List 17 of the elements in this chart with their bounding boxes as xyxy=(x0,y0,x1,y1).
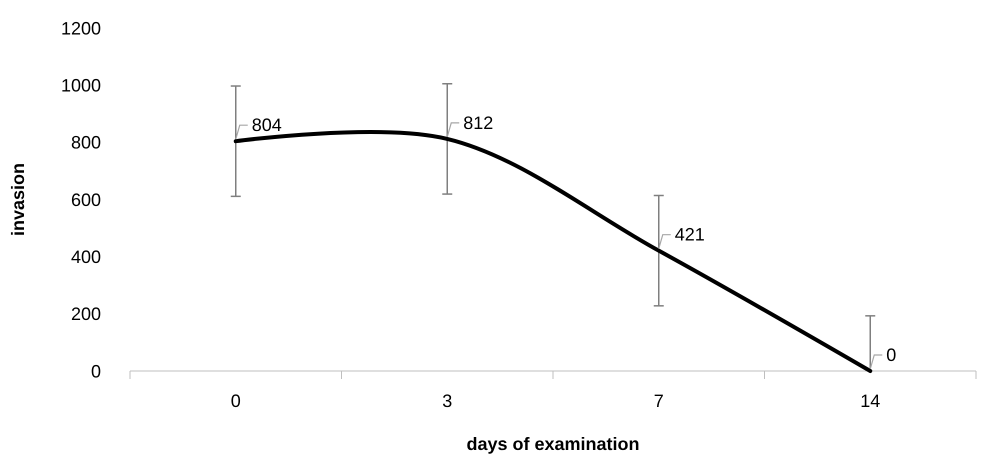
y-tick-label: 1200 xyxy=(60,18,101,38)
y-axis-title: invasion xyxy=(8,162,28,236)
x-tick-label: 7 xyxy=(654,391,664,411)
data-label: 0 xyxy=(886,345,896,365)
data-label: 421 xyxy=(674,224,705,245)
x-tick-label: 3 xyxy=(442,391,452,411)
y-tick-label: 600 xyxy=(70,190,101,210)
y-tick-label: 200 xyxy=(70,304,101,324)
y-tick-label: 800 xyxy=(70,132,101,153)
y-tick-label: 0 xyxy=(90,361,101,382)
data-label: 804 xyxy=(252,115,282,136)
x-axis-title: days of examination xyxy=(466,434,640,454)
x-tick-label: 0 xyxy=(230,391,241,411)
x-tick-label: 14 xyxy=(860,391,880,411)
y-tick-label: 1000 xyxy=(60,75,101,96)
y-tick-label: 400 xyxy=(70,246,101,267)
data-label: 812 xyxy=(463,112,494,133)
